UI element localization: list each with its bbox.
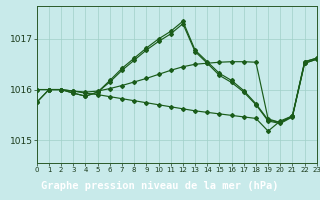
Text: Graphe pression niveau de la mer (hPa): Graphe pression niveau de la mer (hPa) — [41, 181, 279, 191]
